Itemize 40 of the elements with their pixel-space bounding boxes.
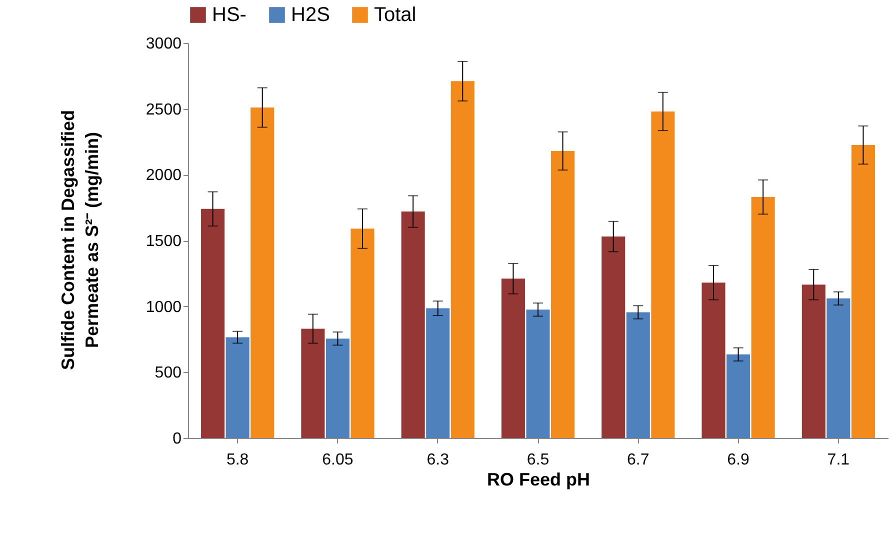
bar (350, 228, 374, 438)
y-tick-label: 2000 (146, 167, 182, 184)
bar (551, 150, 575, 438)
y-tick-label: 500 (154, 364, 182, 382)
bar (726, 354, 750, 438)
x-tick-label: 7.1 (827, 452, 850, 468)
bar (751, 197, 775, 438)
legend-label: H2S (291, 4, 330, 26)
x-tick-label: 6.05 (322, 452, 354, 468)
bar (826, 298, 850, 438)
x-tick-label: 6.9 (727, 452, 750, 468)
bar (501, 278, 525, 438)
bar (326, 338, 350, 438)
bar (702, 282, 726, 438)
legend-label: HS- (212, 4, 246, 26)
bar (526, 310, 550, 438)
y-tick-label: 1500 (146, 233, 182, 250)
x-tick-label: 5.8 (226, 452, 249, 468)
y-tick-label: 2500 (146, 101, 182, 118)
x-tick-label: 6.5 (526, 452, 550, 468)
legend-label: Total (374, 4, 416, 26)
bar (250, 108, 274, 438)
bar (450, 81, 474, 438)
bar (851, 145, 875, 438)
y-tick-label: 3000 (146, 36, 182, 52)
y-axis-title: Sulfide Content in Degassified Permeate as S²⁻ (mg/min) (58, 110, 102, 370)
bar (226, 337, 250, 438)
bar (301, 328, 325, 438)
y-tick-label: 1000 (146, 298, 182, 316)
x-tick-label: 6.3 (426, 452, 450, 468)
bar (802, 284, 826, 438)
bar (426, 308, 450, 438)
bar (651, 111, 675, 438)
bar (401, 212, 425, 438)
bar (626, 312, 650, 438)
y-tick-label: 0 (172, 430, 182, 448)
bar (201, 208, 225, 438)
x-axis-title: RO Feed pH (486, 470, 590, 490)
bar (602, 236, 626, 438)
x-tick-label: 6.7 (627, 452, 650, 468)
